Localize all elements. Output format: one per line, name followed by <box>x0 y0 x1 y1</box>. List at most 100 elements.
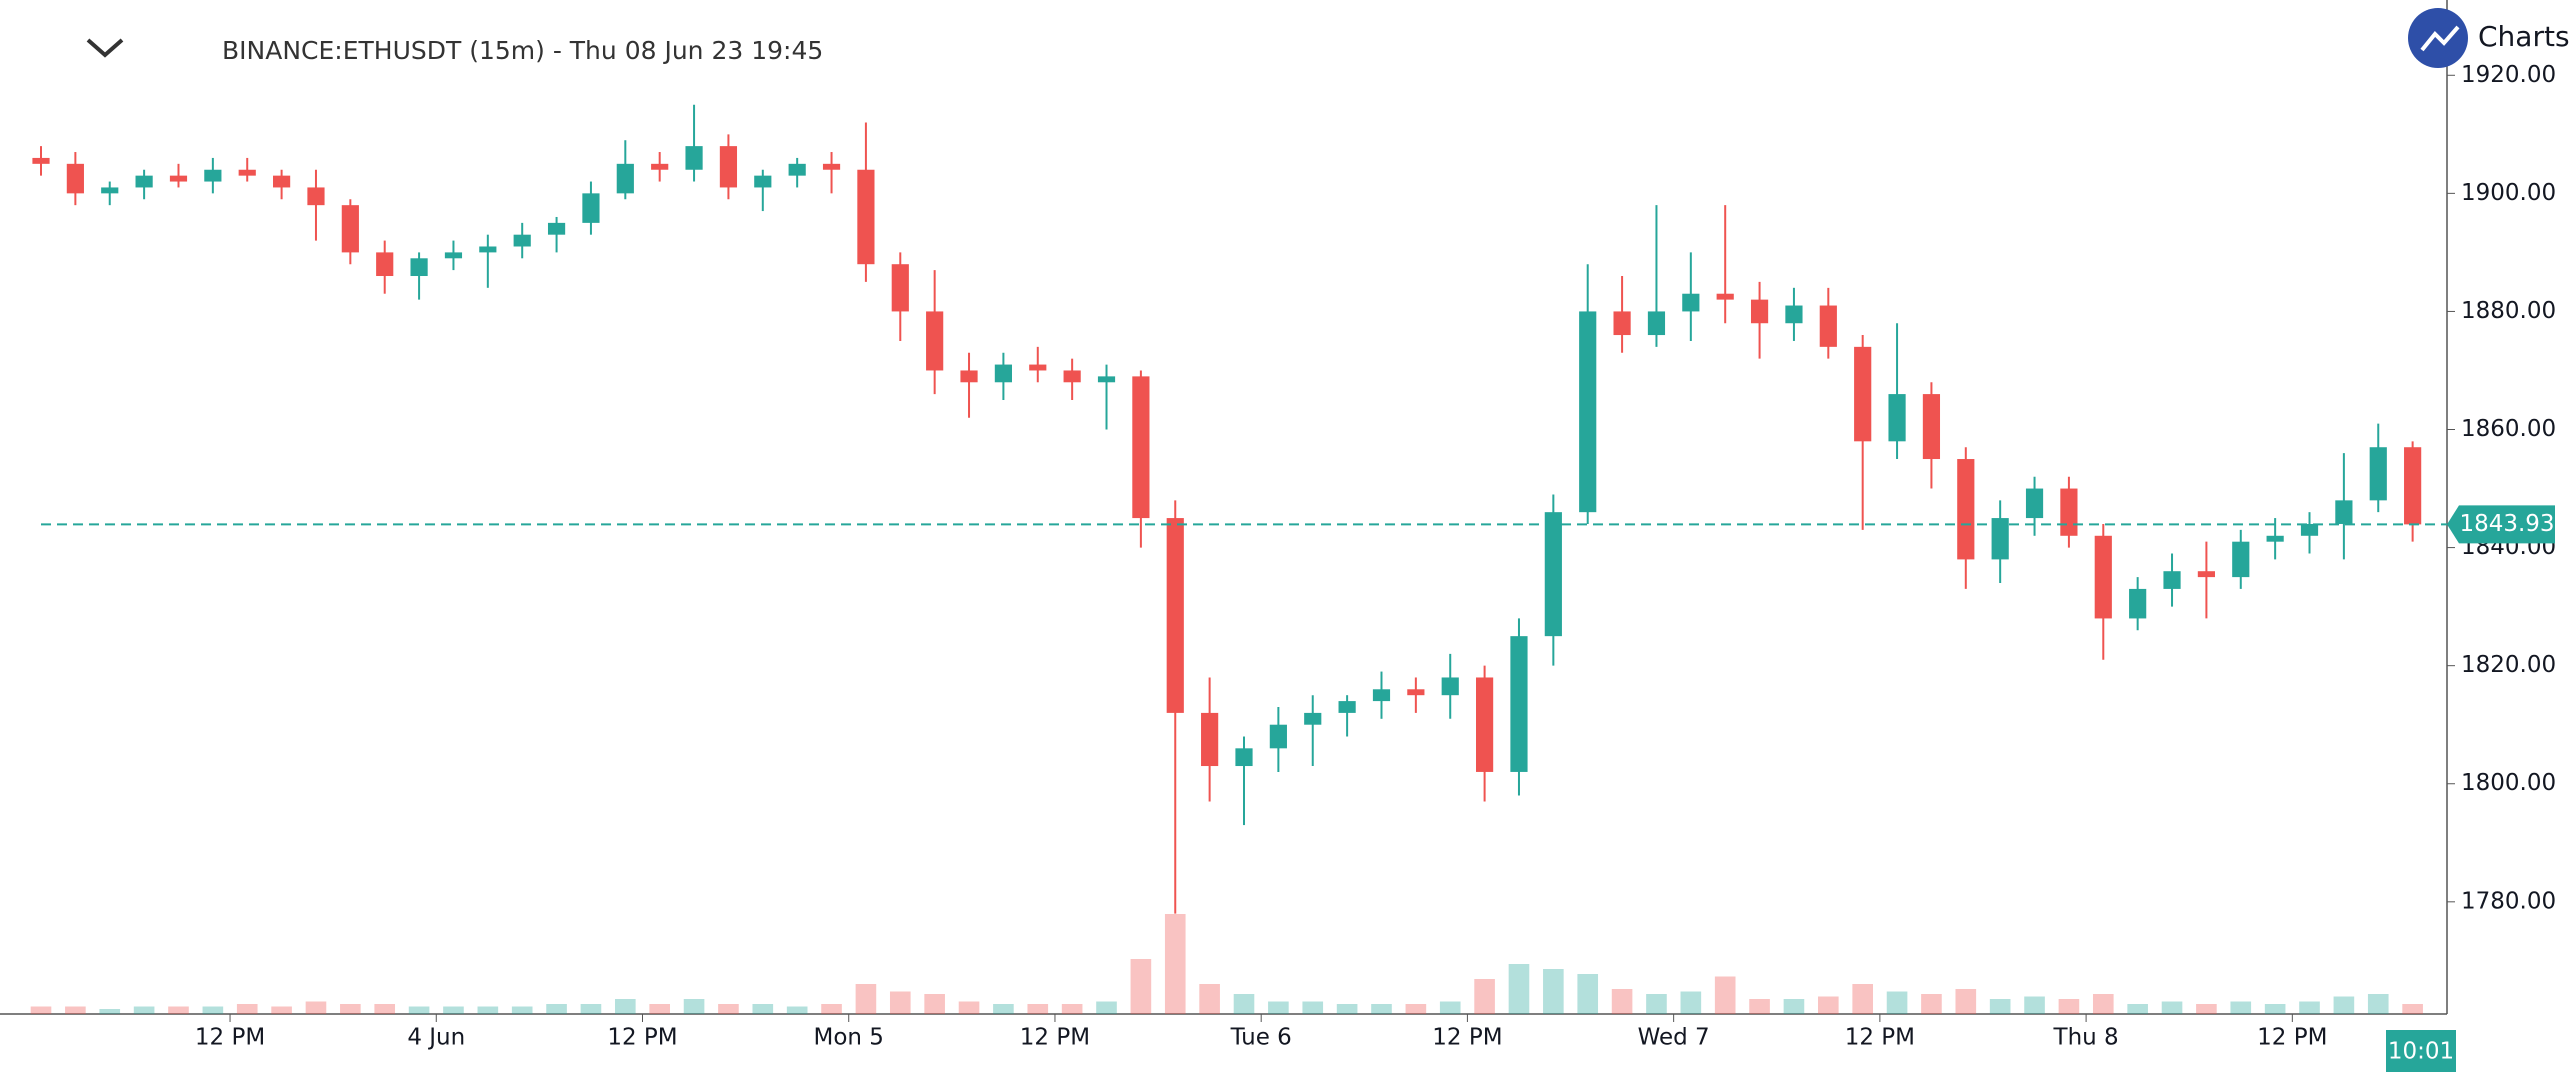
volume-bar <box>271 1006 292 1014</box>
candle-body <box>273 175 291 188</box>
candle-body <box>1235 748 1253 767</box>
x-tick-label: 12 PM <box>1020 1025 1090 1051</box>
candle-body <box>32 157 50 164</box>
volume-bar <box>30 1006 52 1014</box>
candle-body <box>2369 447 2387 501</box>
volume-bar <box>958 1001 980 1014</box>
volume-bar <box>1921 994 1942 1014</box>
volume-bar <box>202 1006 224 1014</box>
candle-body <box>101 187 119 194</box>
volume-bar <box>2264 1004 2286 1014</box>
volume-bar <box>168 1006 189 1014</box>
candle-body <box>1888 394 1906 442</box>
volume-bar <box>718 1004 739 1014</box>
volume-bar <box>1783 999 1805 1014</box>
volume-bar <box>924 994 945 1014</box>
candle-body <box>66 163 84 194</box>
volume-bar <box>1474 979 1495 1014</box>
volume-bar <box>1405 1004 1427 1014</box>
candle-body <box>1819 305 1837 347</box>
y-tick-label: 1820.00 <box>2461 652 2556 678</box>
candle-body <box>1201 712 1219 767</box>
candle-body <box>2232 541 2250 578</box>
volume-bar <box>993 1004 1014 1014</box>
candle-body <box>1682 293 1700 312</box>
candle-body <box>2094 535 2112 619</box>
candle-body <box>926 311 944 371</box>
volume-bar <box>1302 1001 1324 1014</box>
candle-body <box>1097 376 1116 383</box>
candle-body <box>1613 311 1631 336</box>
volume-bar <box>1061 1004 1083 1014</box>
candle-body <box>1750 299 1769 324</box>
x-tick-label: Tue 6 <box>1230 1025 1292 1051</box>
volume-bar <box>752 1004 774 1014</box>
volume-bar <box>1543 969 1564 1014</box>
volume-bar <box>2299 1001 2320 1014</box>
volume-bar <box>477 1006 499 1014</box>
volume-bar <box>408 1006 430 1014</box>
price-label: 1843.93 <box>2459 511 2554 537</box>
candle-body <box>513 234 531 247</box>
candle-body <box>307 187 325 206</box>
volume-bar <box>2058 999 2080 1014</box>
volume-bar <box>855 984 877 1014</box>
volume-bar <box>1886 991 1908 1014</box>
candle-body <box>1957 459 1975 560</box>
volume-bar <box>1199 984 1220 1014</box>
x-tick-label: 12 PM <box>607 1025 677 1051</box>
volume-bar <box>546 1004 567 1014</box>
volume-bar <box>65 1006 86 1014</box>
volume-bar <box>1027 1004 1049 1014</box>
volume-bar <box>1439 1001 1461 1014</box>
volume-bar <box>2230 1001 2252 1014</box>
y-tick-label: 1900.00 <box>2461 180 2556 206</box>
volume-bar <box>99 1009 121 1014</box>
volume-bar <box>1268 1001 1289 1014</box>
candle-body <box>1510 636 1528 772</box>
volume-bar <box>2161 1001 2183 1014</box>
candle-body <box>857 169 875 265</box>
volume-bar <box>1508 964 1530 1014</box>
x-tick-label: 4 Jun <box>407 1025 465 1051</box>
volume-bar <box>2333 996 2355 1014</box>
candle-body <box>754 175 772 188</box>
volume-bar <box>133 1006 155 1014</box>
volume-bar <box>443 1006 464 1014</box>
candle-body <box>1785 305 1803 324</box>
candle-body <box>204 169 222 182</box>
volume-bar <box>1336 1004 1358 1014</box>
volume-bar <box>1680 991 1702 1014</box>
brand-logo-icon <box>2420 25 2460 52</box>
candle-body <box>616 163 634 194</box>
x-tick-label: 12 PM <box>1845 1025 1915 1051</box>
volume-bar <box>305 1001 327 1014</box>
volume-bar <box>2127 1004 2148 1014</box>
candle-body <box>1029 364 1047 371</box>
candle-body <box>1716 293 1734 300</box>
brand-name: Charts <box>2478 20 2570 53</box>
candle-body <box>2197 571 2215 578</box>
candle-body <box>341 205 359 253</box>
volume-bar <box>615 999 636 1014</box>
candle-body <box>2025 488 2044 519</box>
candle-body <box>135 175 153 188</box>
candle-body <box>1476 677 1494 772</box>
candle-body <box>1372 689 1391 702</box>
candle-body <box>1338 701 1356 713</box>
x-tick-label: Mon 5 <box>814 1025 884 1051</box>
candle-body <box>410 258 428 277</box>
candle-body <box>822 163 841 170</box>
volume-bar <box>2367 994 2389 1014</box>
candle-body <box>1647 311 1666 336</box>
candle-body <box>2335 500 2353 524</box>
candle-body <box>1579 311 1597 513</box>
volume-bar <box>1714 976 1736 1014</box>
volume-bar <box>1164 914 1186 1014</box>
collapse-chevron[interactable] <box>86 38 124 58</box>
volume-bar <box>1611 989 1633 1014</box>
candle-body <box>2404 447 2422 525</box>
y-tick-label: 1780.00 <box>2461 888 2556 914</box>
